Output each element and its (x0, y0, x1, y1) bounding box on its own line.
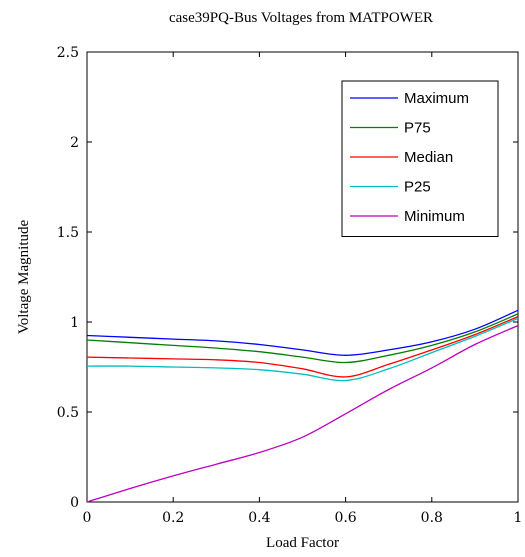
chart-title: case39PQ-Bus Voltages from MATPOWER (169, 10, 433, 26)
y-tick-label: 2.5 (57, 45, 79, 61)
series-line-median (86, 316, 519, 378)
plot-area (86, 51, 519, 503)
y-tick-label: 1.5 (57, 225, 79, 241)
series-line-minimum (86, 325, 519, 503)
y-axis-title: Voltage Magnitude (16, 220, 32, 335)
series-line-p75 (86, 313, 519, 364)
x-tick-label: 0.4 (248, 510, 270, 526)
legend-label-maximum: Maximum (404, 90, 469, 107)
x-tick-label: 0.6 (334, 510, 356, 526)
x-axis-title: Load Factor (266, 535, 339, 551)
series-line-maximum (86, 309, 519, 356)
legend: Maximum P75 Median P25 Minimum (341, 80, 499, 237)
x-tick-label: 0.2 (162, 510, 184, 526)
x-tick-label: 0 (83, 510, 92, 526)
plot-frame (86, 51, 519, 503)
legend-label-p75: P75 (404, 120, 431, 137)
y-tick-label: 0 (70, 495, 79, 511)
series-line-p25 (86, 317, 519, 382)
legend-label-median: Median (404, 149, 453, 166)
y-tick-label: 1 (70, 315, 79, 331)
axis-ticks: 0 0.2 0.4 0.6 0.8 1 0 0.5 1 1.5 2 2.5 (57, 45, 523, 526)
y-tick-label: 2 (70, 135, 79, 151)
legend-label-minimum: Minimum (404, 208, 465, 225)
x-tick-label: 1 (514, 510, 523, 526)
legend-label-p25: P25 (404, 179, 431, 196)
y-tick-label: 0.5 (57, 405, 79, 421)
series-layer (86, 309, 519, 503)
x-tick-label: 0.8 (421, 510, 443, 526)
legend-box (341, 80, 499, 237)
